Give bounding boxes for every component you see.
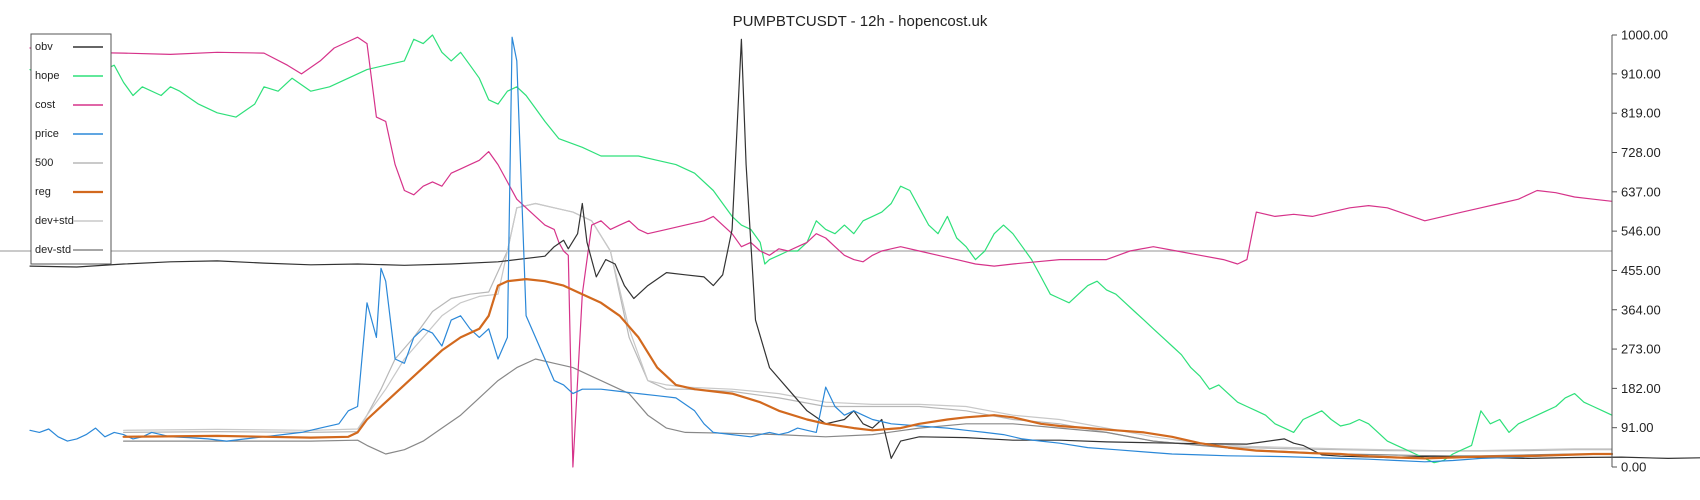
y-tick-label: 273.00	[1621, 342, 1661, 357]
series-line-ma500	[123, 202, 1613, 452]
y-tick-label: 182.00	[1621, 381, 1661, 396]
y-tick-label: 546.00	[1621, 224, 1661, 239]
legend-label-ma500: 500	[35, 157, 53, 169]
y-tick-label: 910.00	[1621, 66, 1661, 81]
series-line-obv	[29, 38, 1700, 459]
series-line-price	[29, 36, 1613, 463]
series-line-cost	[29, 36, 1613, 468]
legend: obv hope cost price 500 reg dev+std dev-std	[30, 33, 112, 265]
y-tick-label: 728.00	[1621, 145, 1661, 160]
legend-label-cost: cost	[35, 99, 55, 111]
y-tick-label: 637.00	[1621, 184, 1661, 199]
y-tick-label: 455.00	[1621, 263, 1661, 278]
y-axis: 1000.00 910.00 819.00 728.00 637.00 546.00 455…	[1611, 28, 1668, 475]
y-tick-label: 0.00	[1621, 460, 1646, 475]
chart-title: PUMPBTCUSDT - 12h - hopencost.uk	[733, 13, 988, 30]
y-tick-label: 91.00	[1621, 420, 1654, 435]
series-line-reg	[122, 278, 1614, 460]
y-tick-label: 819.00	[1621, 106, 1661, 121]
legend-label-hope: hope	[35, 70, 59, 82]
series-line-hope	[29, 34, 1613, 464]
y-tick-label: 364.00	[1621, 302, 1661, 317]
legend-label-devminus: dev-std	[35, 244, 71, 256]
legend-label-reg: reg	[35, 186, 51, 198]
y-tick-label: 1000.00	[1621, 28, 1668, 43]
legend-label-devplus: dev+std	[35, 215, 74, 227]
legend-box	[30, 33, 112, 265]
legend-label-price: price	[35, 128, 59, 140]
plot-area	[0, 34, 1700, 468]
legend-label-obv: obv	[35, 41, 53, 53]
